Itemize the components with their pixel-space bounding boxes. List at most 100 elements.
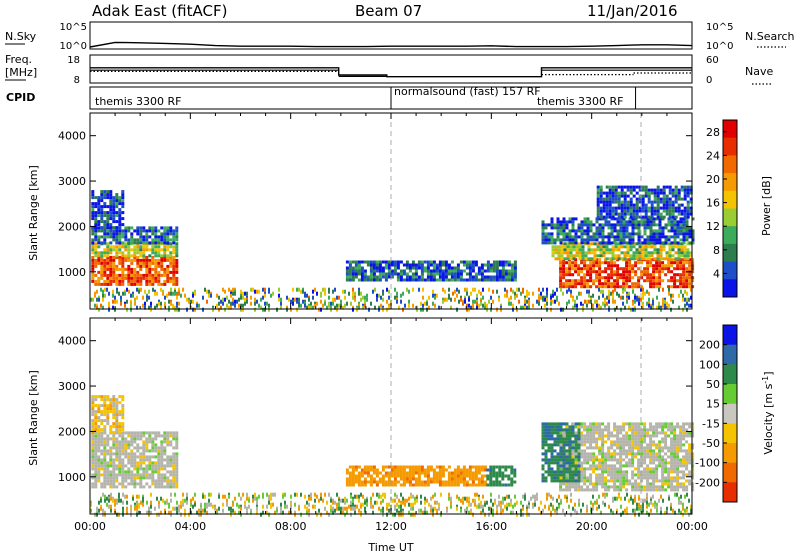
scatter-cell [610,446,614,450]
scatter-cell [115,419,119,423]
scatter-cell [96,289,98,294]
scatter-cell [592,425,596,429]
scatter-cell [157,276,161,280]
scatter-cell [254,289,256,294]
scatter-cell [292,287,294,292]
scatter-cell [94,416,98,420]
scatter-cell [465,278,469,282]
scatter-cell [142,276,146,280]
scatter-cell [145,273,149,277]
freq-low-series-line [90,69,692,77]
scatter-cell [112,434,116,438]
scatter-cell [258,303,260,308]
scatter-cell [163,245,167,249]
scatter-cell [372,480,376,484]
scatter-cell [626,248,630,252]
scatter-cell [629,248,633,252]
scatter-cell [350,301,352,306]
scatter-cell [375,483,379,487]
scatter-cell [565,273,569,277]
scatter-cell [470,305,472,310]
scatter-cell [312,295,314,300]
scatter-cell [414,272,418,276]
scatter-cell [417,474,421,478]
scatter-cell [121,395,125,399]
scatter-cell [483,483,487,487]
scatter-cell [175,434,179,438]
scatter-cell [384,471,388,475]
scatter-cell [547,470,551,474]
scatter-cell [646,241,650,245]
scatter-cell [100,419,104,423]
scatter-cell [366,468,370,472]
scatter-cell [351,474,355,478]
scatter-cell [628,276,632,280]
scatter-cell [254,307,256,312]
scatter-cell [100,461,104,465]
scatter-cell [577,452,581,456]
scatter-cell [186,307,188,312]
scatter-cell [304,303,306,308]
scatter-cell [518,299,520,304]
scatter-cell [151,443,155,447]
scatter-cell [562,476,566,480]
scatter-cell [686,297,688,302]
scatter-cell [677,257,681,261]
scatter-cell [611,215,615,219]
scatter-cell [640,452,644,456]
scatter-cell [608,200,612,204]
scatter-cell [644,248,648,252]
scatter-cell [351,275,355,279]
scatter-cell [625,431,629,435]
scatter-cell [405,465,409,469]
scatter-cell [649,285,653,289]
scatter-cell [109,437,113,441]
scatter-cell [616,279,620,283]
scatter-cell [583,229,587,233]
scatter-cell [616,434,620,438]
scatter-cell [94,232,98,236]
scatter-cell [97,455,101,459]
scatter-cell [97,407,101,411]
scatter-cell [676,461,680,465]
scatter-cell [623,212,627,216]
scatter-cell [655,425,659,429]
scatter-cell [580,470,584,474]
scatter-cell [372,465,376,469]
scatter-cell [682,458,686,462]
scatter-cell [602,254,606,258]
scatter-cell [565,488,569,492]
scatter-cell [112,264,116,268]
scatter-cell [103,467,107,471]
scatter-cell [577,229,581,233]
scatter-cell [547,425,551,429]
scatter-cell [679,446,683,450]
scatter-cell [631,476,635,480]
scatter-cell [616,425,620,429]
scatter-cell [691,285,695,289]
scatter-cell [210,293,212,298]
scatter-cell [298,303,300,308]
scatter-cell [568,267,572,271]
scatter-cell [453,275,457,279]
scatter-cell [368,307,370,312]
scatter-cell [664,482,668,486]
scatter-cell [145,258,149,262]
scatter-cell [631,431,635,435]
scatter-cell [121,273,125,277]
scatter-cell [366,263,370,267]
scatter-cell [103,267,107,271]
scatter-cell [659,197,663,201]
scatter-cell [136,264,140,268]
scatter-cell [682,425,686,429]
freq-tick-bottom: 8 [74,75,80,86]
scatter-cell [577,425,581,429]
scatter-cell [556,440,560,444]
scatter-cell [462,263,466,267]
scatter-cell [157,452,161,456]
scatter-cell [691,488,695,492]
scatter-cell [652,223,656,227]
scatter-cell [608,251,612,255]
scatter-cell [136,434,140,438]
scatter-cell [619,488,623,492]
